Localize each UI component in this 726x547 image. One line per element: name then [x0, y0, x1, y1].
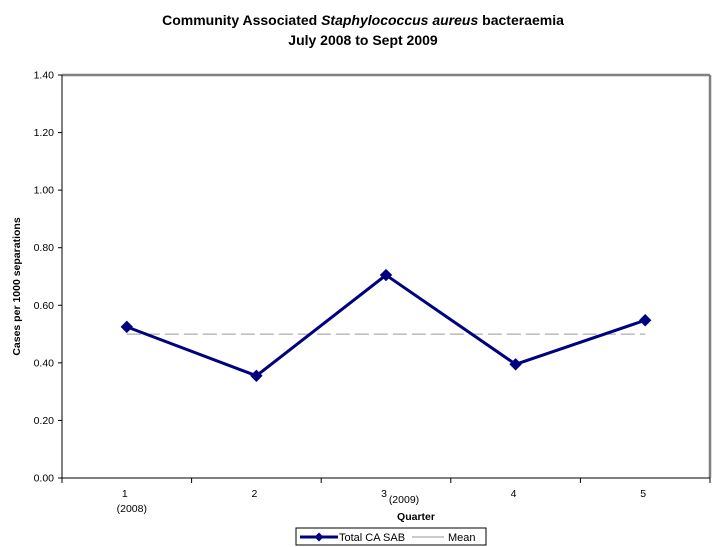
- legend-label: Total CA SAB: [339, 532, 405, 544]
- x-tick-label: 3: [381, 488, 387, 500]
- y-tick-label: 0.80: [34, 242, 55, 254]
- chart-title-line1: Community Associated Staphylococcus aure…: [0, 10, 726, 30]
- data-point: [509, 358, 522, 371]
- y-tick-label: 0.40: [34, 357, 55, 369]
- y-tick-label: 1.00: [34, 185, 55, 197]
- y-tick-label: 0.20: [34, 415, 55, 427]
- title-prefix: Community Associated: [162, 12, 322, 28]
- y-tick-label: 0.60: [34, 300, 55, 312]
- x-axis-title: Quarter: [397, 511, 435, 523]
- x-tick-label: 4: [511, 488, 517, 500]
- x-tick-label: 1: [122, 488, 128, 500]
- y-tick-label: 1.40: [34, 70, 55, 82]
- series-line-total-ca-sab: [126, 273, 646, 378]
- x-tick-sublabel: (2008): [117, 503, 147, 515]
- x-tick-sublabel: (2009): [389, 494, 419, 506]
- x-tick-label: 5: [640, 488, 646, 500]
- title-suffix: bacteraemia: [478, 12, 564, 28]
- legend-box: [295, 527, 487, 546]
- y-tick-label: 0.00: [34, 473, 55, 485]
- y-tick-label: 1.20: [34, 127, 55, 139]
- x-tick-label: 2: [251, 488, 257, 500]
- legend-label: Mean: [448, 532, 476, 544]
- chart-title-line2: July 2008 to Sept 2009: [288, 32, 438, 48]
- data-point: [638, 314, 652, 327]
- title-italic: Staphylococcus aureus: [321, 12, 479, 28]
- y-axis-title: Cases per 1000 separations: [11, 217, 23, 355]
- data-point: [250, 369, 263, 383]
- data-point: [120, 320, 134, 334]
- chart-title: Community Associated Staphylococcus aure…: [0, 10, 726, 50]
- data-point: [379, 268, 393, 282]
- legend-swatch-marker: [314, 532, 324, 542]
